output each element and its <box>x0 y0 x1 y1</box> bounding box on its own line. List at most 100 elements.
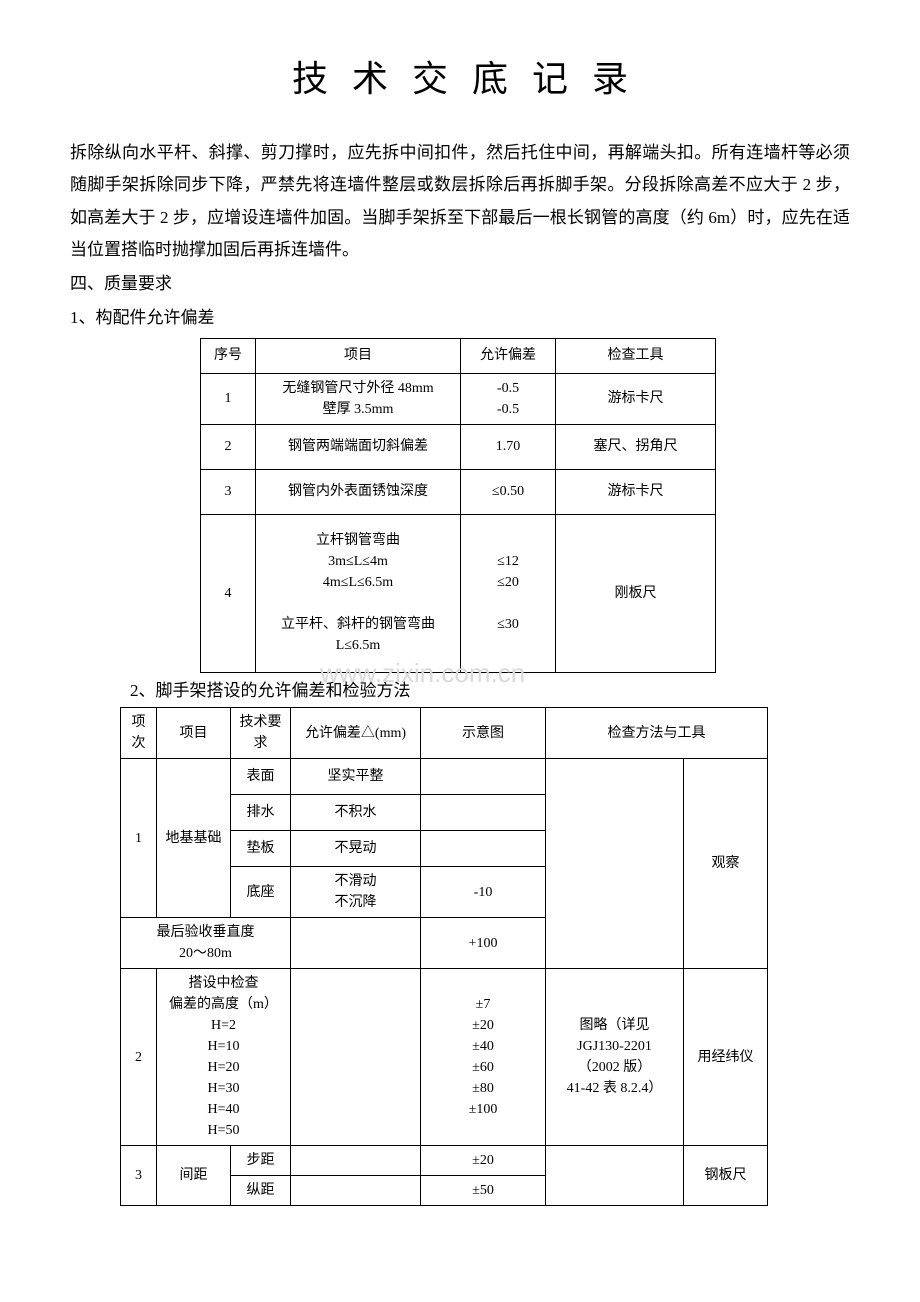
cell-method <box>546 759 684 969</box>
cell-tool: 用经纬仪 <box>684 969 768 1146</box>
cell-seq: 3 <box>201 469 256 514</box>
text: H=40 <box>207 1102 239 1117</box>
cell-item: 立杆钢管弯曲 3m≤L≤4m 4m≤L≤6.5m 立平杆、斜杆的钢管弯曲 L≤6… <box>256 514 461 672</box>
cell-req: 排水 <box>231 795 291 831</box>
cell-seq: 2 <box>121 969 157 1146</box>
header-item: 项目 <box>256 338 461 373</box>
component-tolerance-table: 序号 项目 允许偏差 检查工具 1 无缝钢管尺寸外径 48mm壁厚 3.5mm … <box>200 338 716 673</box>
text: ±100 <box>469 1102 498 1117</box>
cell-diag <box>421 831 546 867</box>
text: -0.5 <box>497 381 519 396</box>
cell-diag <box>421 759 546 795</box>
cell-item: 钢管两端端面切斜偏差 <box>256 424 461 469</box>
text: 4m≤L≤6.5m <box>323 575 393 590</box>
header-tool: 检查工具 <box>556 338 716 373</box>
cell-item: 钢管内外表面锈蚀深度 <box>256 469 461 514</box>
text: -0.5 <box>497 402 519 417</box>
cell-tol: 不晃动 <box>291 831 421 867</box>
cell-item: 无缝钢管尺寸外径 48mm 壁厚 3.5mm <box>256 373 461 424</box>
cell-item: 地基基础 <box>157 759 231 918</box>
text: （2002 版） <box>578 1060 652 1075</box>
text: ≤30 <box>497 617 519 632</box>
cell-tool: 刚板尺 <box>556 514 716 672</box>
text: ≤12 <box>497 554 519 569</box>
cell-diag: ±50 <box>421 1176 546 1206</box>
cell-tol: ≤0.50 <box>461 469 556 514</box>
text: H=10 <box>207 1039 239 1054</box>
text: 41-42 表 8.2.4） <box>567 1081 663 1096</box>
text: 壁厚 3.5mm <box>323 402 394 417</box>
text: H=2 <box>211 1018 236 1033</box>
cell-req: 纵距 <box>231 1176 291 1206</box>
title-char: 术 <box>352 59 388 99</box>
cell-seq: 1 <box>201 373 256 424</box>
cell-method: 图略（详见 JGJ130-2201 （2002 版） 41-42 表 8.2.4… <box>546 969 684 1146</box>
text: 不滑动 <box>335 874 377 889</box>
table-row: 项次 项目 技术要求 允许偏差△(mm) 示意图 检查方法与工具 <box>121 708 768 759</box>
cell-label: 最后验收垂直度20～80m <box>121 918 291 969</box>
cell-tol <box>291 1146 421 1176</box>
cell-seq: 3 <box>121 1146 157 1206</box>
text: H=50 <box>207 1123 239 1138</box>
table-row: 3 钢管内外表面锈蚀深度 ≤0.50 游标卡尺 <box>201 469 716 514</box>
cell-tol: 不滑动不沉降 <box>291 867 421 918</box>
text: JGJ130-2201 <box>577 1039 652 1054</box>
header-tol: 允许偏差△(mm) <box>291 708 421 759</box>
text: 偏差的高度（m） <box>169 997 278 1012</box>
text: 图略（详见 <box>580 1018 650 1033</box>
cell-req: 步距 <box>231 1146 291 1176</box>
cell-method <box>546 1146 684 1206</box>
cell-tol <box>291 969 421 1146</box>
text: 立平杆、斜杆的钢管弯曲 <box>281 617 435 632</box>
cell-diag: -10 <box>421 867 546 918</box>
header-seq: 项次 <box>121 708 157 759</box>
cell-tol: 不积水 <box>291 795 421 831</box>
cell-tol: ≤12 ≤20 ≤30 <box>461 514 556 672</box>
title-char: 录 <box>592 59 628 99</box>
header-diagram: 示意图 <box>421 708 546 759</box>
title-char: 技 <box>292 59 328 99</box>
text: ±80 <box>472 1081 494 1096</box>
cell-tol <box>291 1176 421 1206</box>
text: 20～80m <box>179 946 232 961</box>
table-row: 3 间距 步距 ±20 钢板尺 <box>121 1146 768 1176</box>
cell-req: 垫板 <box>231 831 291 867</box>
cell-tool: 游标卡尺 <box>556 373 716 424</box>
table-row: 1 地基基础 表面 坚实平整 观察 <box>121 759 768 795</box>
header-tolerance: 允许偏差 <box>461 338 556 373</box>
title-char: 交 <box>412 59 448 99</box>
cell-tool: 观察 <box>684 759 768 969</box>
page-title: 技术交底记录 <box>70 50 850 102</box>
title-char: 底 <box>472 59 508 99</box>
cell-tool: 游标卡尺 <box>556 469 716 514</box>
text: H=20 <box>207 1060 239 1075</box>
scaffold-tolerance-table: 项次 项目 技术要求 允许偏差△(mm) 示意图 检查方法与工具 1 地基基础 … <box>120 707 768 1206</box>
main-paragraph: 拆除纵向水平杆、斜撑、剪刀撑时，应先拆中间扣件，然后托住中间，再解端头扣。所有连… <box>70 137 850 266</box>
text: ±60 <box>472 1060 494 1075</box>
text: ±7 <box>476 997 491 1012</box>
cell-item: 间距 <box>157 1146 231 1206</box>
cell-tol: 1.70 <box>461 424 556 469</box>
table-row: 2 搭设中检查 偏差的高度（m） H=2 H=10 H=20 H=30 H=40… <box>121 969 768 1146</box>
cell-diag <box>421 795 546 831</box>
text: ±40 <box>472 1039 494 1054</box>
table-row: 2 钢管两端端面切斜偏差 1.70 塞尺、拐角尺 <box>201 424 716 469</box>
subsection-2-heading: 2、脚手架搭设的允许偏差和检验方法 <box>130 675 850 707</box>
subsection-1-heading: 1、构配件允许偏差 <box>70 302 850 334</box>
cell-req: 底座 <box>231 867 291 918</box>
cell-req: 表面 <box>231 759 291 795</box>
text: 无缝钢管尺寸外径 48mm <box>282 381 433 396</box>
section-4-heading: 四、质量要求 <box>70 268 850 300</box>
header-item: 项目 <box>157 708 231 759</box>
cell-seq: 4 <box>201 514 256 672</box>
cell-tool: 钢板尺 <box>684 1146 768 1206</box>
cell-diag: ±20 <box>421 1146 546 1176</box>
table-row: 1 无缝钢管尺寸外径 48mm 壁厚 3.5mm -0.5 -0.5 游标卡尺 <box>201 373 716 424</box>
cell-diag: +100 <box>421 918 546 969</box>
header-req: 技术要求 <box>231 708 291 759</box>
text: H=30 <box>207 1081 239 1096</box>
header-method: 检查方法与工具 <box>546 708 768 759</box>
cell-tol: -0.5 -0.5 <box>461 373 556 424</box>
cell-diag: ±7 ±20 ±40 ±60 ±80 ±100 <box>421 969 546 1146</box>
text: ≤20 <box>497 575 519 590</box>
